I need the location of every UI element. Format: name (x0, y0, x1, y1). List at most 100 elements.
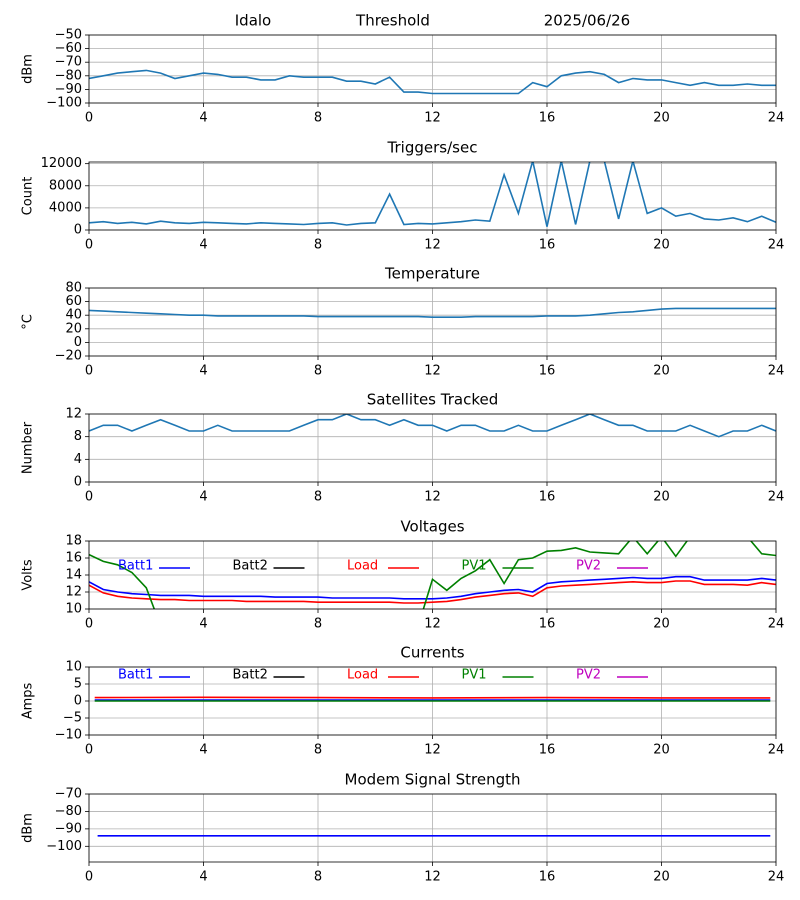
y-axis-label: dBm (21, 54, 36, 84)
plot-area (89, 69, 776, 95)
data-line (89, 69, 776, 95)
data-line (89, 307, 776, 318)
y-tick-label: −70 (55, 55, 82, 70)
legend-label: PV1 (462, 559, 487, 574)
y-tick-label: −90 (55, 82, 82, 97)
y-tick-label: −90 (55, 821, 82, 836)
x-tick-label: 0 (85, 870, 93, 885)
data-line (89, 414, 776, 438)
y-axis-label: Number (21, 421, 36, 474)
y-tick-label: 18 (65, 534, 82, 549)
data-line (89, 162, 776, 227)
x-tick-label: 8 (314, 364, 322, 379)
plot-area (89, 307, 776, 318)
data-line (89, 553, 156, 609)
legend-label: Batt2 (233, 668, 268, 683)
y-tick-label: 40 (65, 308, 82, 323)
x-tick-label: 20 (653, 743, 670, 758)
x-tick-label: 20 (653, 364, 670, 379)
x-tick-label: 24 (768, 238, 785, 253)
legend-label: PV1 (462, 668, 487, 683)
y-tick-label: 0 (74, 335, 82, 350)
y-tick-label: 14 (65, 568, 82, 583)
legend-label: PV2 (576, 559, 601, 574)
y-tick-label: −80 (55, 804, 82, 819)
x-tick-label: 16 (539, 490, 556, 505)
x-tick-label: 20 (653, 870, 670, 885)
y-axis-label: Volts (21, 559, 36, 591)
y-tick-label: −70 (55, 787, 82, 802)
x-tick-label: 12 (424, 743, 441, 758)
y-tick-label: 5 (74, 677, 82, 692)
y-tick-label: 60 (65, 294, 82, 309)
legend-label: Load (347, 668, 378, 683)
y-tick-label: 0 (74, 475, 82, 490)
chart-title: Modem Signal Strength (345, 771, 521, 789)
data-line (89, 580, 776, 604)
y-axis-label: °C (21, 314, 36, 330)
legend-label: Load (347, 559, 378, 574)
y-tick-label: 80 (65, 281, 82, 296)
x-tick-label: 12 (424, 490, 441, 505)
x-tick-label: 16 (539, 743, 556, 758)
x-tick-label: 0 (85, 617, 93, 632)
y-tick-label: 16 (65, 551, 82, 566)
chart-title-right: 2025/06/26 (544, 12, 630, 30)
x-tick-label: 20 (653, 238, 670, 253)
legend-label: PV2 (576, 668, 601, 683)
y-tick-label: −10 (55, 728, 82, 743)
y-tick-label: 10 (65, 602, 82, 617)
axes-frame (88, 287, 777, 357)
y-tick-label: −20 (55, 349, 82, 364)
x-tick-label: 16 (539, 238, 556, 253)
x-tick-label: 16 (539, 870, 556, 885)
axes-frame (88, 666, 777, 736)
x-tick-label: 24 (768, 364, 785, 379)
axes-frame (88, 793, 777, 863)
axes-frame (88, 540, 777, 610)
y-axis-label: dBm (21, 813, 36, 843)
y-tick-label: 0 (74, 694, 82, 709)
x-tick-label: 0 (85, 743, 93, 758)
x-tick-label: 4 (199, 870, 207, 885)
y-axis-label: Count (21, 177, 36, 216)
y-tick-label: −5 (63, 711, 82, 726)
y-tick-label: 8 (74, 429, 82, 444)
x-tick-label: 12 (424, 111, 441, 126)
chart-title: Voltages (400, 518, 464, 536)
x-tick-label: 8 (314, 238, 322, 253)
y-tick-label: 10 (65, 660, 82, 675)
x-tick-label: 8 (314, 870, 322, 885)
x-tick-label: 24 (768, 617, 785, 632)
x-tick-label: 20 (653, 490, 670, 505)
y-tick-label: 12 (65, 407, 82, 422)
x-tick-label: 4 (199, 111, 207, 126)
axes-frame (88, 161, 777, 231)
chart-title-left: Idalo (235, 12, 271, 30)
x-tick-label: 20 (653, 111, 670, 126)
x-tick-label: 12 (424, 617, 441, 632)
x-tick-label: 24 (768, 743, 785, 758)
plot-area (89, 162, 776, 227)
chart-title: Satellites Tracked (367, 391, 498, 409)
y-tick-label: −60 (55, 41, 82, 56)
x-tick-label: 8 (314, 111, 322, 126)
x-tick-label: 0 (85, 490, 93, 505)
y-axis-label: Amps (21, 682, 36, 719)
x-tick-label: 0 (85, 364, 93, 379)
axes-frame (88, 413, 777, 483)
x-tick-label: 4 (199, 238, 207, 253)
x-tick-label: 8 (314, 490, 322, 505)
x-tick-label: 8 (314, 743, 322, 758)
legend-label: Batt1 (118, 668, 153, 683)
x-tick-label: 16 (539, 364, 556, 379)
x-tick-label: 16 (539, 111, 556, 126)
x-tick-label: 12 (424, 364, 441, 379)
x-tick-label: 24 (768, 490, 785, 505)
chart-title: Triggers/sec (387, 139, 478, 157)
y-tick-label: 4 (74, 452, 82, 467)
y-tick-label: 8000 (49, 178, 82, 193)
y-tick-label: 12 (65, 585, 82, 600)
x-tick-label: 8 (314, 617, 322, 632)
